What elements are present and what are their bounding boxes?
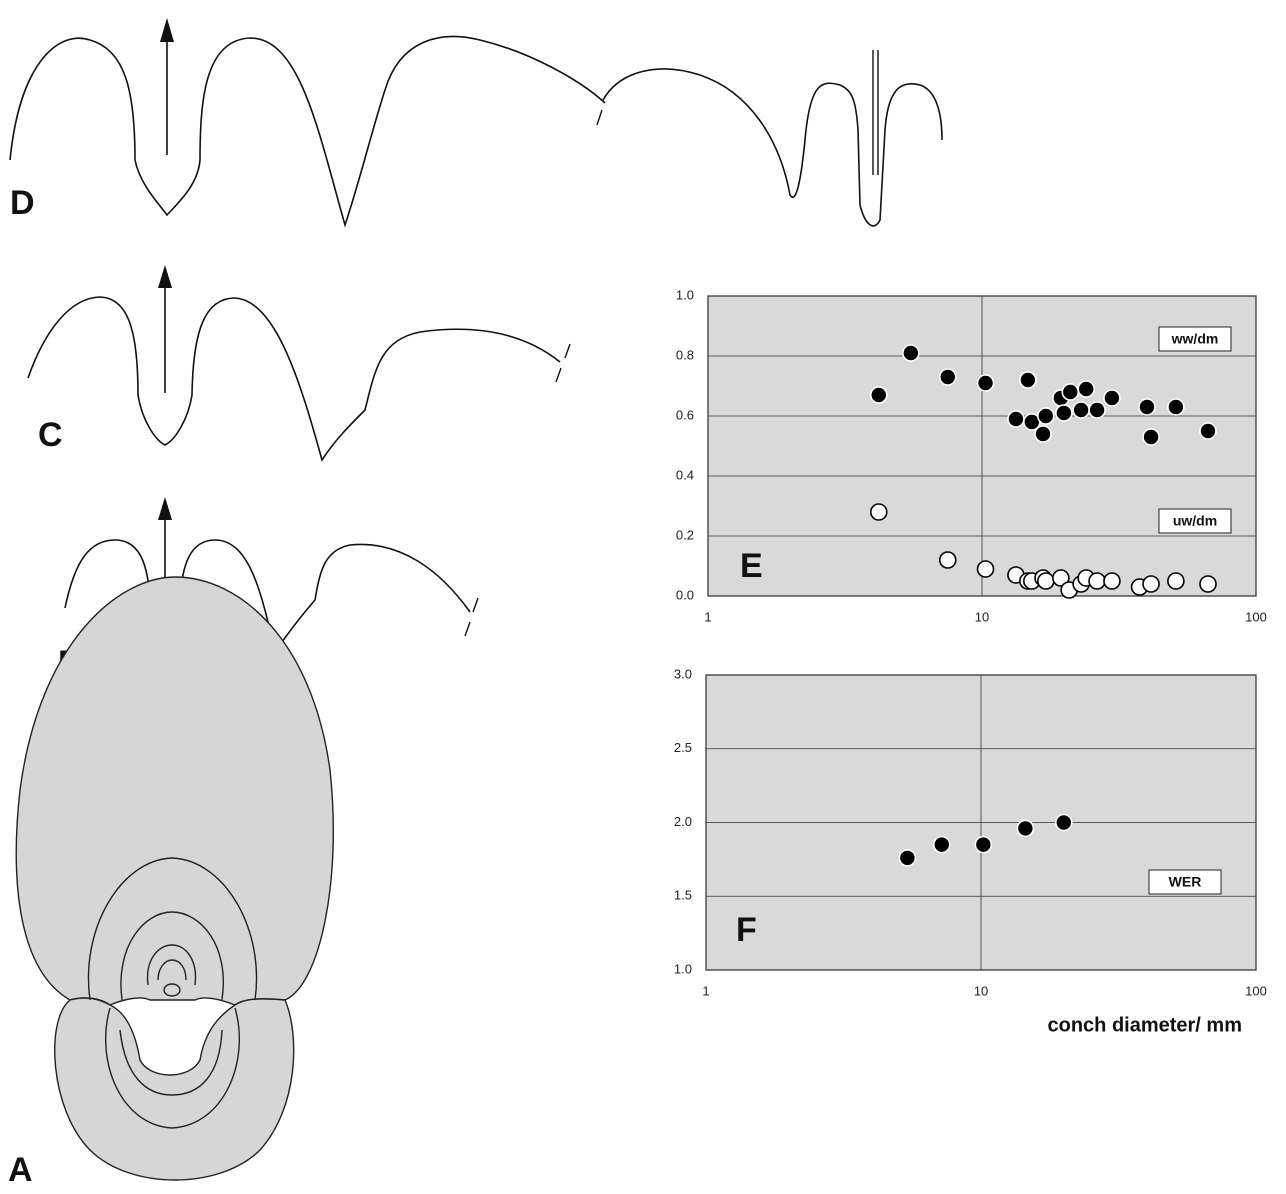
data-point [1052,569,1070,587]
x-tick-label: 10 [975,609,989,624]
y-tick-label: 0.8 [676,347,694,362]
data-point [1088,401,1106,419]
data-point [976,374,995,392]
data-point [1167,572,1185,590]
panel-label: A [8,1151,33,1189]
data-point [974,835,993,854]
data-point [1088,572,1106,590]
data-point [1034,425,1052,443]
data-point [898,849,917,867]
panel-label: D [10,184,35,222]
data-point [1054,813,1073,832]
y-tick-label: 0.6 [676,407,694,422]
data-point [938,551,957,569]
series-label: WER [1169,874,1202,890]
panel-label: C [38,416,63,454]
data-point [1199,422,1217,440]
data-point [902,344,920,362]
data-point [1037,572,1055,590]
data-point [1072,401,1090,419]
data-point [1061,383,1080,401]
panel-label: F [736,911,757,949]
series-label-box [1158,326,1232,352]
series-label-box [1148,869,1222,895]
data-point [938,368,957,386]
suture-drawing-c [27,265,571,462]
data-point [869,386,888,404]
x-tick-label: 10 [974,983,988,998]
y-tick-label: 1.0 [674,961,692,976]
data-point [976,560,995,578]
data-point [1199,575,1217,593]
suture-drawing-d [9,18,943,228]
x-tick-label: 100 [1245,983,1267,998]
panel-label: E [740,547,763,585]
cross-section-drawing-a [15,576,334,1181]
data-point [1019,371,1037,389]
data-point [1016,819,1035,838]
y-tick-label: 0.2 [676,527,694,542]
y-tick-label: 3.0 [674,666,692,681]
data-point [1142,428,1160,446]
series-label: ww/dm [1171,331,1219,347]
data-point [1103,572,1121,590]
y-tick-label: 2.0 [674,814,692,829]
y-tick-label: 2.5 [674,740,692,755]
x-axis-label: conch diameter/ mm [1047,1014,1242,1036]
data-point [1007,410,1025,428]
x-tick-label: 1 [704,609,711,624]
x-tick-label: 1 [702,983,709,998]
data-point [932,835,951,854]
series-label: uw/dm [1173,513,1217,529]
y-tick-label: 1.5 [674,888,692,903]
y-tick-label: 0.0 [676,587,694,602]
y-tick-label: 1.0 [676,287,694,302]
data-point [1167,398,1185,416]
series-label-box [1158,508,1232,534]
data-point [1037,407,1055,425]
data-point [1077,380,1095,398]
data-point [1138,398,1156,416]
data-point [869,503,888,521]
data-point [1103,389,1121,407]
y-tick-label: 0.4 [676,467,694,482]
data-point [1142,575,1160,593]
x-tick-label: 100 [1245,609,1267,624]
data-point [1055,404,1073,422]
